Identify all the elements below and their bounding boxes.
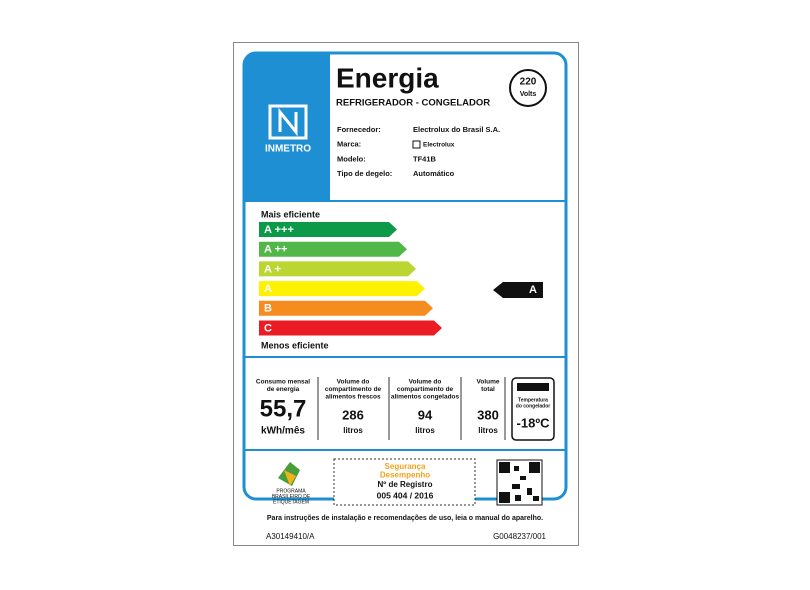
efficiency-scale: A +++ A ++ A + ABC — [259, 222, 442, 336]
inmetro-symbol — [268, 104, 308, 140]
metric-value: 55,7 — [260, 395, 307, 422]
class-bar — [259, 320, 442, 336]
info-label: Tipo de degelo: — [337, 169, 392, 178]
class-label: A — [264, 283, 272, 295]
metric-unit: kWh/mês — [261, 426, 305, 437]
info-value: Automático — [413, 169, 455, 178]
logo-text: INMETRO — [265, 144, 311, 155]
program-text: ETIQUETAGEM — [273, 499, 309, 505]
info-value: TF41B — [413, 154, 437, 163]
program-logo — [284, 470, 296, 486]
logo-panel — [244, 53, 330, 200]
class-bar — [259, 222, 397, 237]
metric-label: de energia — [267, 386, 300, 393]
brand-icon — [412, 140, 421, 149]
metric-label: do congelador — [516, 403, 551, 409]
info-label: Modelo: — [337, 154, 366, 163]
info-table: Fornecedor: Electrolux do Brasil S.A. Marc… — [337, 125, 500, 178]
voltage: 220 — [520, 77, 537, 88]
metric-value: 380 — [477, 407, 499, 422]
registry-label: Nº de Registro — [378, 480, 433, 489]
rating: A — [529, 284, 537, 296]
voltage-unit: Volts — [520, 91, 537, 98]
metric-label: Temperatura — [518, 397, 548, 403]
info-label: Fornecedor: — [337, 125, 381, 134]
class-label: A ++ — [264, 244, 287, 256]
freezer-stars — [517, 383, 549, 391]
footer-note: Para instruções de instalação e recomend… — [267, 515, 543, 522]
metric-unit: litros — [478, 426, 498, 435]
metric-label: compartimento de — [397, 386, 454, 393]
seal-text: Desempenho — [380, 471, 430, 480]
subtitle: REFRIGERADOR - CONGELADOR — [336, 98, 490, 109]
program-text: BRASILEIRO DE — [272, 494, 311, 500]
title: Energia — [336, 62, 439, 93]
class-bar — [259, 300, 433, 316]
class-label: B — [264, 303, 272, 315]
temp-box — [511, 377, 555, 441]
metric-unit: litros — [415, 426, 435, 435]
info-value: Electrolux — [423, 141, 455, 148]
rating-arrow — [493, 282, 543, 298]
top-label: Mais eficiente — [261, 209, 320, 219]
metric-unit: litros — [343, 426, 363, 435]
dividers — [317, 377, 506, 440]
code-right: G0048237/001 — [493, 532, 546, 541]
class-label: A + — [264, 263, 281, 275]
seal-text: Segurança — [385, 462, 426, 471]
metric-label: Consumo mensal — [256, 379, 310, 386]
metric-label: Volume — [477, 379, 500, 386]
class-label: A +++ — [264, 224, 294, 236]
info-value: Electrolux do Brasil S.A. — [413, 125, 500, 134]
metric-label: Volume do — [337, 379, 370, 386]
class-bar — [259, 241, 407, 257]
metric-label: total — [481, 386, 495, 393]
metric-label: compartimento de — [325, 386, 382, 393]
seal-box — [333, 458, 476, 506]
metric-label: alimentos congelados — [391, 394, 460, 401]
qr-code — [496, 459, 543, 506]
class-bar — [259, 261, 416, 277]
metric-value: 94 — [418, 407, 433, 422]
registry-number: 005 404 / 2016 — [377, 490, 434, 500]
program-text: PROGRAMA — [276, 488, 306, 494]
class-bar — [259, 281, 425, 297]
metric-value: 286 — [342, 407, 364, 422]
info-label: Marca: — [337, 140, 361, 149]
bottom-label: Menos eficiente — [261, 340, 329, 350]
voltage-badge — [509, 69, 547, 107]
class-label: C — [264, 322, 272, 334]
metric-value: -18ºC — [517, 415, 551, 430]
metric-label: alimentos frescos — [325, 394, 381, 401]
metric-label: Volume do — [409, 379, 442, 386]
code-left: A30149410/A — [266, 532, 315, 541]
